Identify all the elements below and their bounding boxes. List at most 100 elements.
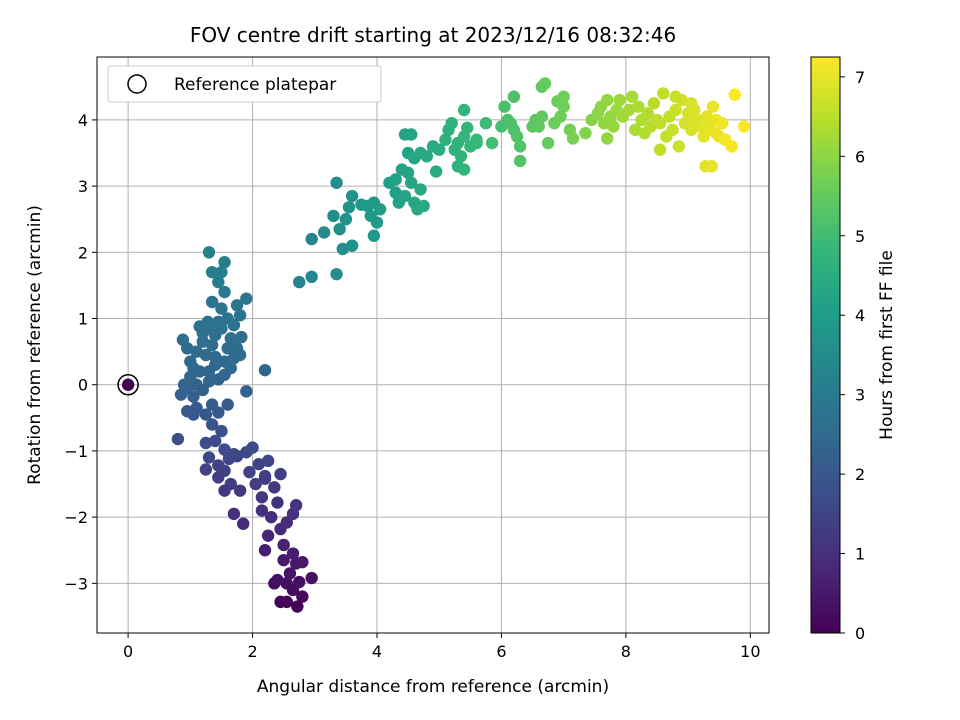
data-point (433, 143, 446, 156)
colorbar-tick-label: 5 (855, 227, 865, 246)
data-point (249, 477, 262, 491)
data-point (227, 352, 241, 365)
y-axis-label: Rotation from reference (arcmin) (25, 205, 45, 485)
data-point (268, 481, 281, 494)
data-point (566, 132, 580, 145)
data-point (414, 183, 427, 196)
data-point (235, 330, 248, 344)
data-point (218, 285, 231, 299)
data-point (330, 176, 343, 189)
data-point (669, 90, 682, 103)
colorbar-label: Hours from first FF file (877, 250, 897, 440)
data-point (607, 120, 620, 133)
data-point (737, 120, 751, 133)
data-point (699, 117, 712, 130)
data-point (716, 117, 729, 130)
data-point (666, 123, 679, 137)
data-point (258, 363, 272, 377)
data-point (205, 398, 219, 411)
data-point (445, 117, 458, 130)
colorbar-ticks: 0 1 2 3 4 5 6 7 (840, 68, 865, 643)
data-point (199, 436, 213, 450)
data-point (305, 571, 318, 585)
data-point (557, 90, 570, 103)
colorbar: 0 1 2 3 4 5 6 7 Hours from first FF file (810, 56, 897, 643)
data-point (205, 338, 219, 352)
plot-frame (96, 56, 770, 634)
data-point (532, 120, 545, 133)
data-point (672, 140, 685, 153)
data-point (218, 256, 231, 269)
data-point (274, 595, 287, 609)
data-point (199, 348, 213, 362)
data-point (470, 136, 483, 150)
data-point (305, 232, 318, 246)
data-point (705, 160, 718, 173)
data-point (327, 209, 340, 223)
x-tick-label: 6 (496, 642, 506, 661)
data-point (221, 312, 234, 325)
data-point (485, 136, 499, 150)
data-point (685, 97, 698, 110)
data-point (201, 315, 214, 329)
data-point (187, 361, 200, 375)
data-point (535, 80, 549, 93)
data-point (202, 451, 216, 464)
y-tick-label: −3 (64, 574, 88, 593)
data-point (535, 110, 549, 123)
data-point (233, 309, 247, 322)
data-point (401, 166, 415, 180)
x-tick-label: 10 (740, 642, 760, 661)
data-point (345, 239, 359, 252)
data-point (274, 467, 287, 481)
data-point (296, 590, 309, 603)
data-point (457, 103, 471, 117)
data-point (601, 93, 614, 107)
x-tick-label: 4 (372, 642, 382, 661)
legend: Reference platepar (107, 65, 382, 103)
data-point (333, 222, 346, 236)
data-point (653, 117, 667, 130)
data-point (280, 577, 293, 590)
data-point (389, 173, 402, 186)
data-point (342, 201, 356, 214)
data-point (291, 600, 304, 613)
data-point (317, 226, 331, 239)
data-point (557, 100, 570, 113)
data-point (199, 463, 213, 476)
reference-marker-icon (117, 373, 139, 396)
data-point (280, 516, 293, 529)
data-point (613, 93, 626, 107)
data-point (205, 265, 219, 279)
data-point (479, 117, 493, 130)
data-point (513, 154, 527, 168)
data-point (215, 265, 228, 279)
data-point (218, 443, 231, 456)
data-point (258, 544, 272, 557)
data-point (293, 575, 306, 589)
data-point (227, 448, 241, 461)
y-tick-label: 4 (78, 111, 88, 130)
data-point (277, 538, 290, 552)
data-point (641, 107, 654, 120)
data-point (725, 140, 738, 153)
colorbar-tick-label: 7 (855, 68, 865, 87)
data-point (632, 100, 645, 113)
x-tick-label: 0 (123, 642, 133, 661)
data-point (226, 337, 239, 350)
colorbar-tick-label: 6 (855, 147, 865, 166)
data-point (361, 199, 374, 213)
data-point (212, 275, 225, 289)
data-point (271, 573, 284, 587)
chart-title: FOV centre drift starting at 2023/12/16 … (190, 23, 676, 47)
data-point (330, 267, 343, 281)
data-point (461, 121, 474, 135)
data-point (240, 385, 253, 398)
data-point (271, 496, 284, 509)
data-point (507, 90, 521, 103)
data-point (187, 408, 200, 421)
data-point (601, 132, 614, 145)
data-point (190, 345, 203, 358)
data-point (305, 270, 318, 284)
y-tick-label: −2 (64, 508, 88, 527)
